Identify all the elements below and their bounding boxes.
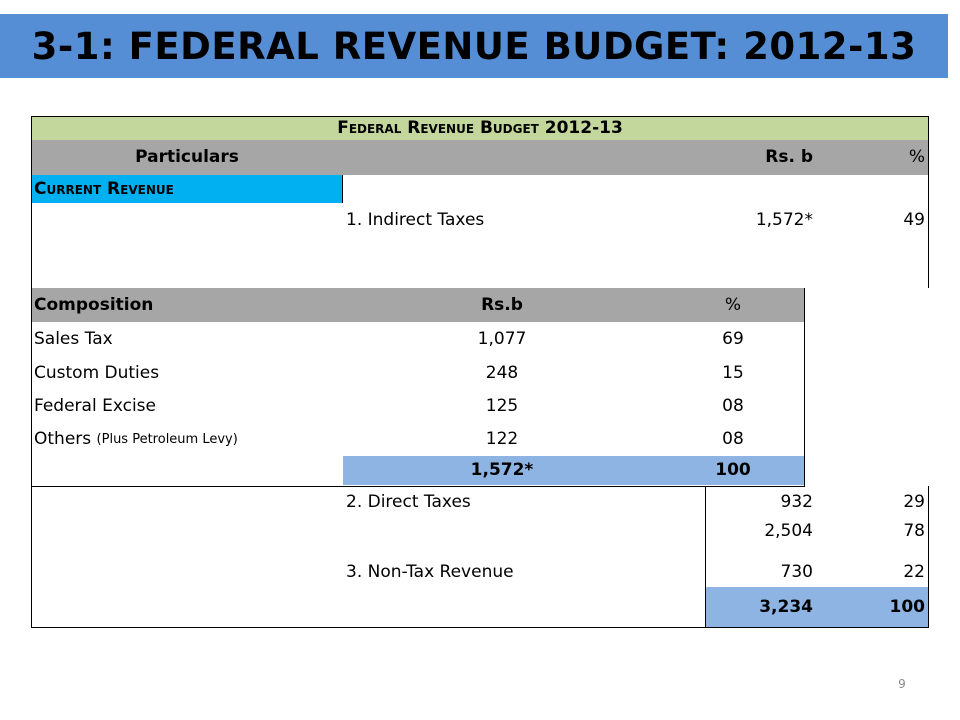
indirect-taxes-label: 1. Indirect Taxes [346,209,485,230]
composition-row-rs: 248 [485,362,519,383]
direct-taxes-label: 2. Direct Taxes [346,491,471,512]
grand-total-pct: 100 [816,587,928,627]
composition-row-pct: 69 [722,328,744,349]
composition-row-rs: 125 [485,395,519,416]
table-border-right-lower [928,486,929,628]
header-particulars: Particulars [135,147,239,167]
rs-column-divider [705,487,706,628]
composition-total-bg [343,456,804,485]
grand-total-rs: 3,234 [706,587,816,627]
table-border-top [32,116,929,117]
direct-taxes-pct: 29 [903,491,925,512]
table-border-left [31,116,32,628]
indirect-taxes-pct: 49 [903,209,925,230]
composition-right-border [804,288,805,486]
header-pct: % [908,147,925,167]
composition-row-note: (Plus Petroleum Levy) [96,431,238,447]
current-revenue-label: Current Revenue [32,175,342,203]
composition-total-pct: 100 [715,460,751,480]
slide-title: 3-1: FEDERAL REVENUE BUDGET: 2012-13 [31,24,917,68]
composition-row-name: Custom Duties [34,362,160,383]
composition-row-rs: 1,077 [477,328,527,349]
table-caption-text: Federal Revenue Budget 2012-13 [337,117,623,138]
composition-bottom-border [31,486,805,487]
composition-header-name: Composition [34,294,154,315]
composition-row-name: Sales Tax [34,328,113,349]
composition-row-name: Others (Plus Petroleum Levy) [34,428,238,449]
table-border-bottom [31,627,929,628]
non-tax-revenue-rs: 730 [780,561,813,582]
direct-taxes-rs: 932 [780,491,813,512]
composition-total-rs: 1,572* [470,460,534,480]
table-border-right-upper [928,116,929,288]
particulars-divider [342,175,343,203]
tax-subtotal-rs: 2,504 [764,520,813,541]
composition-row-pct: 08 [722,395,744,416]
composition-row-pct: 08 [722,428,744,449]
composition-row-rs: 122 [485,428,519,449]
non-tax-revenue-pct: 22 [903,561,925,582]
composition-header-bg [32,288,804,322]
header-rs: Rs. b [765,147,813,167]
page-number: 9 [898,677,906,691]
composition-header-pct: % [724,294,742,315]
title-banner: 3-1: FEDERAL REVENUE BUDGET: 2012-13 [0,14,948,78]
header-row-bg [32,140,928,175]
tax-subtotal-pct: 78 [903,520,925,541]
indirect-taxes-rs: 1,572* [755,209,813,230]
non-tax-revenue-label: 3. Non-Tax Revenue [346,561,514,582]
composition-row-pct: 15 [722,362,744,383]
composition-header-rs: Rs.b [481,294,523,315]
composition-row-name: Federal Excise [34,395,156,416]
table-caption: Federal Revenue Budget 2012-13 [32,116,928,140]
